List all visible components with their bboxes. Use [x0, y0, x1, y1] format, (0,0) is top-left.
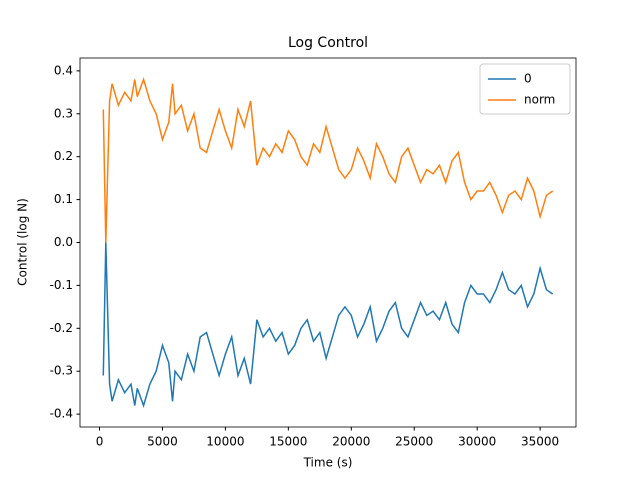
- x-tick-label: 15000: [269, 435, 307, 449]
- series-line: [102, 242, 554, 408]
- x-tick-label: 5000: [147, 435, 178, 449]
- y-tick-label: 0.1: [54, 192, 73, 206]
- chart-title: Log Control: [288, 35, 368, 51]
- y-tick-label: 0.3: [54, 106, 73, 120]
- x-tick-label: 30000: [458, 435, 496, 449]
- x-tick-label: 10000: [206, 435, 244, 449]
- y-tick-label: -0.2: [50, 321, 73, 335]
- series-line: [102, 77, 554, 243]
- y-tick-label: -0.1: [50, 278, 73, 292]
- x-tick-label: 0: [96, 435, 104, 449]
- x-axis-label: Time (s): [303, 456, 353, 470]
- legend-box: [479, 63, 571, 115]
- x-tick-label: 25000: [395, 435, 433, 449]
- y-tick-label: 0.2: [54, 149, 73, 163]
- y-tick-label: 0.4: [54, 63, 73, 77]
- y-axis-label: Control (log N): [16, 198, 30, 286]
- x-tick-label: 35000: [521, 435, 559, 449]
- y-tick-label: -0.4: [50, 407, 73, 421]
- legend-label: norm: [524, 93, 555, 107]
- y-tick-label: 0.0: [54, 235, 73, 249]
- axes-frame: [79, 57, 577, 428]
- y-tick-label: -0.3: [50, 364, 73, 378]
- x-tick-label: 20000: [332, 435, 370, 449]
- legend-label: 0: [524, 72, 532, 86]
